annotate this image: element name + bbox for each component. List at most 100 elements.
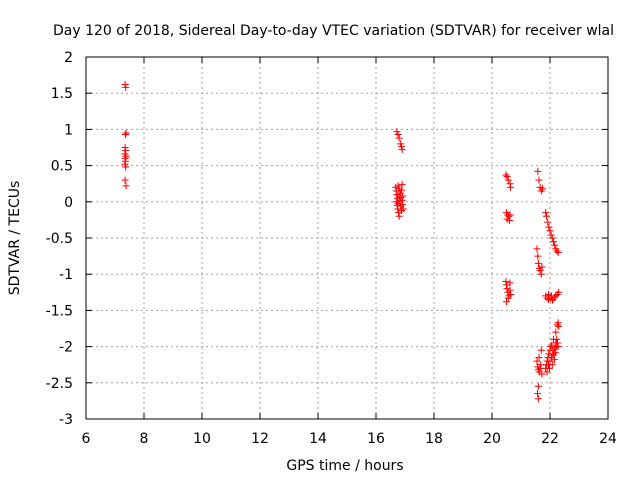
data-point bbox=[503, 298, 510, 306]
data-point bbox=[554, 319, 562, 327]
data-point bbox=[534, 259, 542, 267]
x-tick-label: 14 bbox=[309, 431, 327, 447]
data-point bbox=[554, 248, 562, 256]
data-point bbox=[398, 206, 406, 214]
data-point bbox=[398, 186, 406, 194]
data-point bbox=[121, 81, 129, 89]
x-tick-label: 24 bbox=[599, 431, 617, 447]
data-point bbox=[395, 192, 403, 200]
data-point bbox=[399, 201, 407, 209]
data-point bbox=[503, 172, 511, 180]
data-point bbox=[538, 185, 546, 193]
data-point bbox=[394, 130, 402, 138]
y-tick-label: 0.5 bbox=[51, 159, 73, 175]
data-point bbox=[395, 134, 403, 142]
data-points bbox=[121, 81, 563, 403]
data-point bbox=[121, 130, 129, 138]
data-point bbox=[507, 183, 515, 191]
data-point bbox=[548, 234, 556, 242]
data-point bbox=[534, 390, 542, 398]
data-point bbox=[554, 339, 562, 347]
data-point bbox=[122, 83, 130, 91]
data-point bbox=[398, 143, 406, 151]
data-point bbox=[506, 286, 514, 294]
x-tick-label: 20 bbox=[483, 431, 501, 447]
data-point bbox=[550, 350, 558, 358]
data-point bbox=[398, 196, 406, 204]
data-point bbox=[545, 290, 553, 298]
data-point bbox=[542, 209, 550, 217]
data-point bbox=[552, 292, 560, 300]
data-point bbox=[536, 267, 544, 275]
data-point bbox=[549, 238, 557, 246]
y-axis-label: SDTVAR / TECUs bbox=[7, 181, 23, 296]
data-point bbox=[534, 167, 542, 175]
data-point bbox=[547, 231, 555, 239]
x-tick-label: 22 bbox=[541, 431, 559, 447]
y-tick-label: -2.5 bbox=[46, 376, 73, 392]
y-tick-label: 1.5 bbox=[51, 86, 73, 102]
data-point bbox=[502, 277, 510, 285]
x-tick-label: 16 bbox=[367, 431, 385, 447]
data-point bbox=[555, 288, 563, 296]
data-point bbox=[543, 212, 551, 220]
data-point bbox=[534, 395, 542, 403]
data-point bbox=[534, 252, 542, 260]
data-point bbox=[552, 328, 560, 336]
data-point bbox=[122, 129, 130, 137]
data-point bbox=[552, 343, 560, 351]
y-tick-label: -3 bbox=[59, 412, 73, 428]
data-point bbox=[121, 176, 129, 184]
data-point bbox=[533, 357, 541, 365]
x-tick-label: 8 bbox=[140, 431, 149, 447]
data-point bbox=[121, 144, 129, 151]
data-point bbox=[121, 160, 129, 168]
data-point bbox=[399, 205, 407, 213]
y-tick-label: 0 bbox=[64, 195, 73, 211]
axis-ticks bbox=[85, 56, 609, 420]
chart-title: Day 120 of 2018, Sidereal Day-to-day VTE… bbox=[53, 23, 614, 39]
x-axis-label: GPS time / hours bbox=[286, 458, 403, 474]
y-tick-label: -2 bbox=[59, 340, 73, 356]
data-point bbox=[550, 356, 558, 364]
x-tick-labels: 6 8 10 12 14 16 18 20 22 24 bbox=[82, 431, 617, 447]
data-point bbox=[504, 294, 512, 302]
y-tick-label: 2 bbox=[64, 50, 73, 66]
data-point bbox=[537, 270, 545, 278]
data-point bbox=[548, 341, 556, 349]
data-point bbox=[538, 370, 546, 378]
data-point bbox=[543, 368, 551, 376]
data-point bbox=[546, 227, 554, 235]
y-tick-label: -0.5 bbox=[46, 231, 73, 247]
data-point bbox=[506, 279, 514, 287]
data-point bbox=[393, 128, 401, 136]
data-point bbox=[502, 171, 510, 179]
data-point bbox=[505, 212, 513, 220]
data-point bbox=[503, 285, 511, 293]
x-tick-label: 6 bbox=[82, 431, 91, 447]
data-point bbox=[506, 180, 514, 188]
data-point bbox=[553, 247, 561, 255]
data-point bbox=[122, 163, 130, 171]
x-tick-label: 10 bbox=[193, 431, 211, 447]
data-point bbox=[545, 364, 553, 372]
data-point bbox=[538, 263, 546, 271]
data-point bbox=[551, 241, 559, 249]
data-point bbox=[533, 245, 541, 253]
data-point bbox=[394, 182, 402, 190]
data-point bbox=[504, 176, 512, 184]
grid-lines bbox=[86, 57, 608, 419]
data-point bbox=[395, 212, 403, 220]
data-point bbox=[506, 211, 514, 219]
data-point bbox=[534, 382, 542, 390]
data-point bbox=[394, 199, 402, 207]
data-point bbox=[537, 346, 545, 354]
data-point bbox=[548, 296, 556, 304]
y-tick-label: -1.5 bbox=[46, 303, 73, 319]
data-point bbox=[551, 348, 559, 356]
data-point bbox=[551, 344, 559, 352]
data-point bbox=[398, 180, 406, 188]
data-point bbox=[505, 217, 513, 225]
data-point bbox=[549, 335, 557, 343]
